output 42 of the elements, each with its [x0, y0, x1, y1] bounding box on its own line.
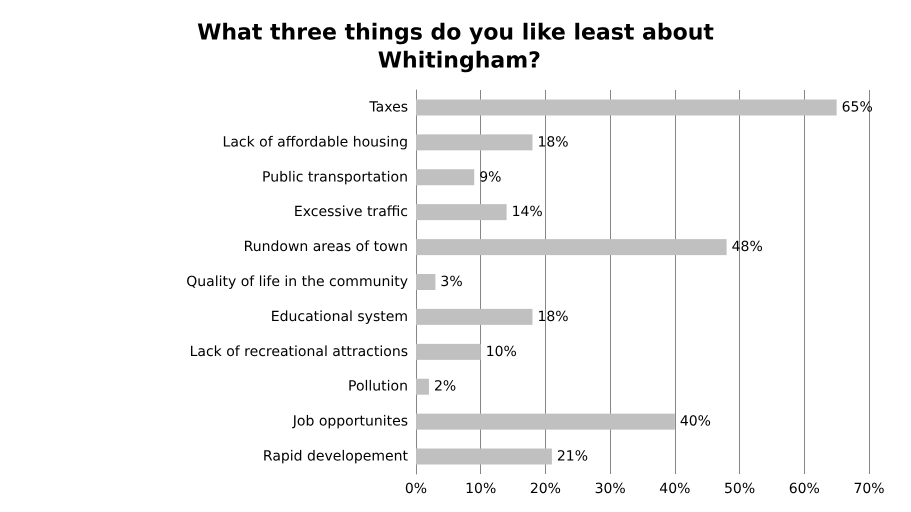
y-tick-label: Educational system [270, 308, 408, 325]
x-tick-label: 70% [853, 481, 885, 497]
x-tick-label: 50% [724, 481, 756, 497]
data-label: 65% [842, 99, 873, 116]
y-tick-label: Quality of life in the community [186, 274, 408, 290]
x-tick-label: 20% [530, 481, 561, 497]
x-tick-label: 0% [404, 481, 428, 497]
bar [416, 204, 507, 220]
x-tick-label: 10% [465, 481, 496, 497]
bar [416, 99, 837, 116]
bar [416, 274, 436, 290]
y-tick-label: Job opportunites [292, 414, 408, 430]
y-tick-label: Excessive traffic [294, 204, 408, 220]
x-tick-label: 40% [659, 481, 690, 497]
chart-title: What three things do you like least about Whitingham? [197, 20, 714, 74]
data-label: 40% [680, 414, 711, 430]
bar [416, 169, 474, 186]
x-tick-label: 30% [594, 481, 626, 497]
data-label: 2% [434, 378, 456, 395]
y-tick-label: Lack of recreational attractions [190, 344, 408, 360]
data-label: 10% [486, 344, 517, 360]
data-label: 9% [479, 169, 502, 186]
bar [416, 448, 552, 465]
y-tick-label: Rapid developement [262, 448, 408, 465]
data-label: 18% [537, 134, 569, 150]
bar [416, 414, 675, 430]
data-label: 48% [732, 239, 763, 256]
bar [416, 239, 727, 256]
x-tick-label: 60% [788, 481, 820, 497]
data-label: 3% [440, 274, 463, 290]
bar [416, 378, 429, 395]
data-label: 14% [512, 204, 543, 220]
data-label: 21% [556, 448, 588, 465]
y-tick-label: Lack of affordable housing [222, 134, 408, 150]
bar [416, 308, 532, 325]
y-tick-label: Rundown areas of town [244, 239, 408, 256]
bar [416, 134, 532, 150]
y-tick-label: Public transportation [262, 169, 408, 186]
y-tick-label: Pollution [348, 378, 408, 395]
data-label: 18% [537, 308, 569, 325]
y-tick-label: Taxes [368, 99, 408, 116]
bar [416, 344, 481, 360]
